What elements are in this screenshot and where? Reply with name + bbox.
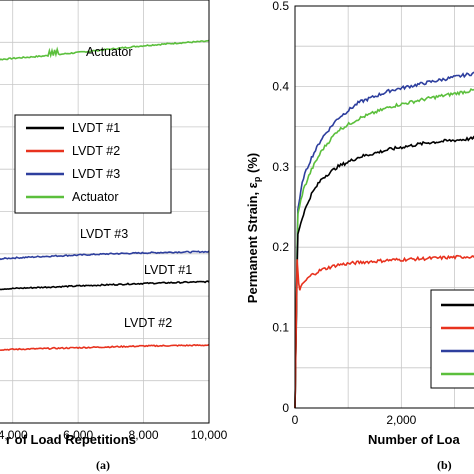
legend-label-actuator: Actuator (72, 190, 119, 204)
panel-b-series-line-4 (294, 254, 474, 409)
annotation-lvdt3: LVDT #3 (80, 227, 128, 241)
panel-b-chart: 02,0004,000 00.10.20.30.40.5 Permanent S… (245, 0, 474, 472)
panel-b-series-line-2 (294, 87, 474, 409)
panel-b-x-axis-label: Number of Loa (368, 432, 460, 447)
panel-b-y-axis-label-main: Permanent Strain, ε (245, 182, 260, 303)
panel-a-x-tick-label: 10,000 (191, 428, 228, 442)
panel-b-x-tick-label: 0 (292, 413, 299, 427)
panel-a-series-line-2 (0, 250, 210, 261)
legend-box (430, 289, 474, 389)
panel-a-series-line-1 (0, 39, 210, 61)
panel-b-y-axis-label-unit: (%) (245, 153, 260, 177)
panel-b-y-axis-label-sub: p (252, 176, 262, 182)
panel-b-x-tick-labels: 02,0004,000 (292, 413, 417, 427)
panel-b-y-tick-label: 0.5 (272, 0, 289, 13)
panel-a-x-tick-label: 6,000 (63, 428, 93, 442)
annotation-lvdt2: LVDT #2 (124, 316, 172, 330)
panel-a-legend: LVDT #1 LVDT #2 LVDT #3 Actuator (14, 114, 172, 214)
panel-a-plot-frame (0, 0, 210, 424)
panel-a-x-axis-label: r of Load Repetitions (6, 432, 136, 447)
panel-a-chart: 4,000 6,000 8,000 10,000 Actuator LVDT #3 L… (0, 0, 228, 472)
panel-b-y-tick-labels: 0 0.1 0.2 0.3 0.4 0.5 (272, 0, 289, 415)
panel-a-x-tick-label: 4,000 (0, 428, 28, 442)
panel-a-label: (a) (96, 458, 110, 472)
panel-a-x-tick-labels: 4,000 6,000 8,000 10,000 (0, 428, 228, 442)
panel-b-x-tick-label: 2,000 (386, 413, 416, 427)
legend-label-lvdt2: LVDT #2 (72, 144, 120, 158)
panel-b-plot-frame (294, 5, 474, 409)
panel-a-x-tick-label: 8,000 (129, 428, 159, 442)
panel-b-series-line-1 (294, 71, 474, 409)
panel-b-y-axis-label: Permanent Strain, εp (%) (245, 153, 262, 303)
panel-b-y-tick-label: 0.4 (272, 79, 289, 93)
panel-b-legend (430, 289, 474, 389)
annotation-actuator: Actuator (86, 45, 133, 59)
panel-b-label: (b) (437, 458, 452, 472)
legend-label-lvdt3: LVDT #3 (72, 167, 120, 181)
panel-a-series-line-3 (0, 280, 210, 291)
panel-b-series (294, 71, 474, 409)
panel-a-series (0, 39, 210, 352)
panel-a-series-line-4 (0, 343, 210, 352)
panel-b-y-tick-label: 0.2 (272, 240, 289, 254)
annotation-lvdt1: LVDT #1 (144, 263, 192, 277)
panel-b-series-line-3 (294, 135, 474, 409)
panel-b-y-tick-label: 0.3 (272, 160, 289, 174)
legend-label-lvdt1: LVDT #1 (72, 121, 120, 135)
panel-b-y-tick-label: 0 (282, 401, 289, 415)
panel-b-y-tick-label: 0.1 (272, 321, 289, 335)
